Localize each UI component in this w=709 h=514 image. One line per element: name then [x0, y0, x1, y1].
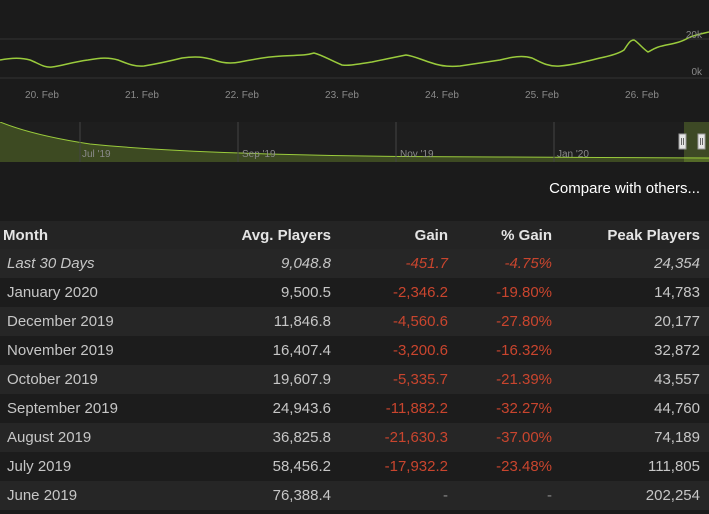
- cell-gain: -4,560.6: [340, 307, 457, 336]
- x-label-25feb: 25. Feb: [525, 90, 559, 101]
- range-navigator[interactable]: Jul '19 Sep '19 Nov '19 Jan '20: [0, 122, 709, 164]
- cell-pct-gain: -32.27%: [457, 394, 561, 423]
- cell-gain: -451.7: [340, 249, 457, 278]
- header-gain[interactable]: Gain: [340, 221, 457, 249]
- cell-peak-players: 32,872: [561, 336, 709, 365]
- y-label-bottom: 0k: [691, 67, 703, 78]
- nav-label-jul19: Jul '19: [82, 149, 111, 160]
- cell-avg-players: 19,607.9: [182, 365, 340, 394]
- x-axis-labels: 20. Feb 21. Feb 22. Feb 23. Feb 24. Feb …: [25, 90, 659, 101]
- cell-month: June 2019: [0, 481, 182, 510]
- table-row: September 2019 24,943.6 -11,882.2 -32.27% 44…: [0, 394, 709, 423]
- table-row: July 2019 58,456.2 -17,932.2 -23.48% 111,805: [0, 452, 709, 481]
- cell-avg-players: 36,825.8: [182, 423, 340, 452]
- navigator-handle-right[interactable]: [697, 133, 706, 150]
- player-count-chart[interactable]: 20k 0k 20. Feb 21. Feb 22. Feb 23. Feb 2…: [0, 0, 709, 107]
- cell-gain: -11,882.2: [340, 394, 457, 423]
- table-row: November 2019 16,407.4 -3,200.6 -16.32% 32,8…: [0, 336, 709, 365]
- cell-avg-players: 9,500.5: [182, 278, 340, 307]
- cell-pct-gain: -16.32%: [457, 336, 561, 365]
- cell-gain: -2,346.2: [340, 278, 457, 307]
- cell-month: September 2019: [0, 394, 182, 423]
- x-label-21feb: 21. Feb: [125, 90, 159, 101]
- cell-month: November 2019: [0, 336, 182, 365]
- nav-label-nov19: Nov '19: [400, 149, 434, 160]
- table-row: Last 30 Days 9,048.8 -451.7 -4.75% 24,354: [0, 249, 709, 278]
- table-row: August 2019 36,825.8 -21,630.3 -37.00% 74,18…: [0, 423, 709, 452]
- cell-avg-players: 11,846.8: [182, 307, 340, 336]
- header-peak-players[interactable]: Peak Players: [561, 221, 709, 249]
- cell-pct-gain: -23.48%: [457, 452, 561, 481]
- x-label-24feb: 24. Feb: [425, 90, 459, 101]
- cell-avg-players: 24,943.6: [182, 394, 340, 423]
- cell-avg-players: 58,456.2: [182, 452, 340, 481]
- cell-peak-players: 43,557: [561, 365, 709, 394]
- cell-avg-players: 76,388.4: [182, 481, 340, 510]
- header-pct-gain[interactable]: % Gain: [457, 221, 561, 249]
- cell-gain: -21,630.3: [340, 423, 457, 452]
- cell-month: December 2019: [0, 307, 182, 336]
- player-count-line: [0, 31, 709, 68]
- table-row: December 2019 11,846.8 -4,560.6 -27.80% 20,1…: [0, 307, 709, 336]
- cell-peak-players: 74,189: [561, 423, 709, 452]
- monthly-stats-table: Month Avg. Players Gain % Gain Peak Play…: [0, 221, 709, 510]
- table-row: June 2019 76,388.4- -202,254: [0, 481, 709, 510]
- cell-avg-players: 9,048.8: [182, 249, 340, 278]
- table-row: October 2019 19,607.9 -5,335.7 -21.39% 43,55…: [0, 365, 709, 394]
- x-label-23feb: 23. Feb: [325, 90, 359, 101]
- cell-peak-players: 20,177: [561, 307, 709, 336]
- cell-pct-gain: -4.75%: [457, 249, 561, 278]
- cell-month: July 2019: [0, 452, 182, 481]
- navigator-line: [0, 122, 709, 159]
- cell-peak-players: 202,254: [561, 481, 709, 510]
- cell-pct-gain: -37.00%: [457, 423, 561, 452]
- cell-avg-players: 16,407.4: [182, 336, 340, 365]
- y-label-top: 20k: [686, 30, 703, 41]
- navigator-area: [0, 122, 709, 162]
- x-label-22feb: 22. Feb: [225, 90, 259, 101]
- nav-label-jan20: Jan '20: [557, 149, 589, 160]
- cell-month: Last 30 Days: [0, 249, 182, 278]
- cell-peak-players: 24,354: [561, 249, 709, 278]
- table-spacer: [0, 201, 709, 221]
- cell-gain: -3,200.6: [340, 336, 457, 365]
- cell-pct-gain: -27.80%: [457, 307, 561, 336]
- table-header-row: Month Avg. Players Gain % Gain Peak Play…: [0, 221, 709, 249]
- cell-peak-players: 14,783: [561, 278, 709, 307]
- x-label-20feb: 20. Feb: [25, 90, 59, 101]
- cell-pct-gain: -: [457, 481, 561, 510]
- nav-label-sep19: Sep '19: [242, 149, 276, 160]
- cell-month: October 2019: [0, 365, 182, 394]
- cell-gain: -5,335.7: [340, 365, 457, 394]
- header-month[interactable]: Month: [0, 221, 182, 249]
- cell-peak-players: 111,805: [561, 452, 709, 481]
- cell-pct-gain: -19.80%: [457, 278, 561, 307]
- cell-month: August 2019: [0, 423, 182, 452]
- cell-month: January 2020: [0, 278, 182, 307]
- x-label-26feb: 26. Feb: [625, 90, 659, 101]
- compare-link[interactable]: Compare with others...: [549, 180, 700, 197]
- cell-gain: -: [340, 481, 457, 510]
- navigator-handle-left[interactable]: [678, 133, 687, 150]
- cell-peak-players: 44,760: [561, 394, 709, 423]
- table-row: January 2020 9,500.5 -2,346.2 -19.80% 14,783: [0, 278, 709, 307]
- cell-pct-gain: -21.39%: [457, 365, 561, 394]
- header-avg-players[interactable]: Avg. Players: [182, 221, 340, 249]
- cell-gain: -17,932.2: [340, 452, 457, 481]
